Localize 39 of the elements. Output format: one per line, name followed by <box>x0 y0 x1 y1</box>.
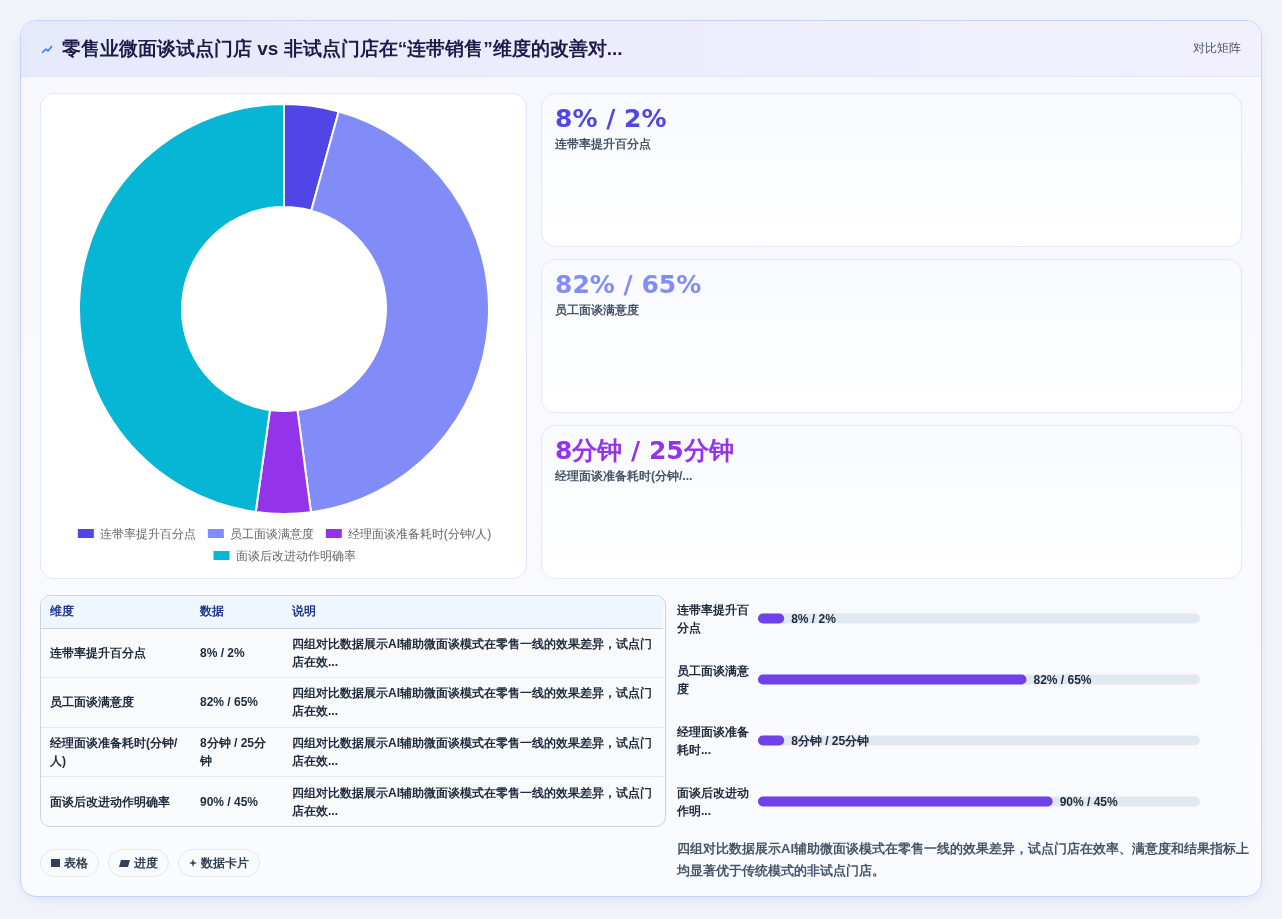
text: 8分钟 / 25分钟 <box>199 734 268 770</box>
text: 8% / 2% <box>555 104 668 134</box>
text: 对比矩阵 <box>1193 40 1241 57</box>
text: 员工面谈满意度 <box>555 302 640 319</box>
y-tick-label: 连带率提升百分点 <box>676 602 749 635</box>
text: 员工面谈满意度 <box>49 694 135 712</box>
text: 8分钟 / 25分钟 <box>555 436 735 466</box>
text: 90% / 45% <box>199 793 260 811</box>
legend-label: 经理面谈准备耗时(分钟/人) <box>347 526 492 541</box>
text: 82% / 65% <box>555 270 703 300</box>
y-tick-label: 员工面谈满意度 <box>676 663 750 696</box>
text: 82% / 65% <box>199 694 260 712</box>
data-label: 90% / 45% <box>1059 794 1119 809</box>
text: 8% / 2% <box>199 644 246 662</box>
text: 经理面谈准备耗时(分钟/... <box>555 468 694 485</box>
text: 四组对比数据展示AI辅助微面谈模式在零售一线的效果差异，试点门店在效... <box>291 784 653 820</box>
text: 四组对比数据展示AI辅助微面谈模式在零售一线的效果差异，试点门店在效率、满意度和结果指标上均显著优于传统模式的非试点门店。 <box>677 840 1249 880</box>
text: 四组对比数据展示AI辅助微面谈模式在零售一线的效果差异，试点门店在效... <box>291 635 653 671</box>
legend-label: 员工面谈满意度 <box>229 526 314 541</box>
text: 连带率提升百分点 <box>49 644 147 662</box>
text: 进度 <box>108 849 169 877</box>
text: 面谈后改进动作明确率 <box>49 793 171 811</box>
category-label: 维度 <box>49 603 75 621</box>
text: 表格 <box>40 849 99 877</box>
data-label: 8分钟 / 25分钟 <box>791 733 870 748</box>
data-label: 82% / 65% <box>1033 672 1092 687</box>
y-tick-label: 面谈后改进动作明... <box>676 785 749 818</box>
text: 数据卡片 <box>178 849 260 877</box>
data-label: 8% / 2% <box>791 611 837 626</box>
text: 连带率提升百分点 <box>555 136 652 153</box>
y-tick-label: 经理面谈准备耗时... <box>676 724 749 757</box>
category-label: 说明 <box>291 603 317 621</box>
text: 零售业微面谈试点门店 vs 非试点门店在“连带销售”维度的改善对... <box>62 37 623 61</box>
legend-label: 连带率提升百分点 <box>99 526 196 541</box>
text: 四组对比数据展示AI辅助微面谈模式在零售一线的效果差异，试点门店在效... <box>291 685 653 721</box>
category-label: 数据 <box>199 603 225 621</box>
text: 经理面谈准备耗时(分钟/人) <box>49 734 179 770</box>
text: 四组对比数据展示AI辅助微面谈模式在零售一线的效果差异，试点门店在效... <box>291 734 653 770</box>
legend-label: 面谈后改进动作明确率 <box>235 548 356 563</box>
